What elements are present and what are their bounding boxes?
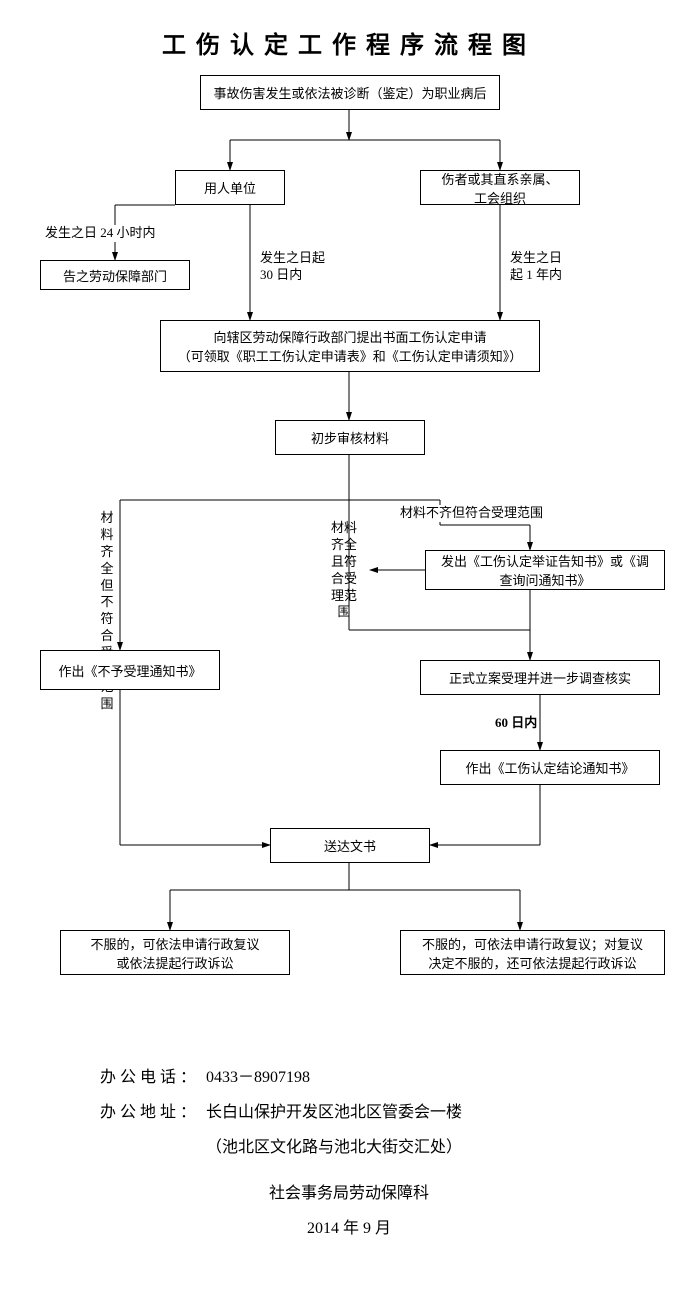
footer-org: 社会事务局劳动保障科: [0, 1176, 698, 1211]
footer-addr-label: 办公地址：: [0, 1095, 206, 1130]
footer: 办公电话： 0433－8907198 办公地址： 长白山保护开发区池北区管委会一…: [0, 1060, 698, 1246]
label-complete-ok: 材料齐全且符合受理范围: [330, 520, 358, 621]
node-evidence-notice: 发出《工伤认定举证告知书》或《调 查询问通知书》: [425, 550, 665, 590]
node-conclusion: 作出《工伤认定结论通知书》: [440, 750, 660, 785]
node-employer: 用人单位: [175, 170, 285, 205]
footer-phone-label: 办公电话：: [0, 1060, 206, 1095]
label-60d: 60 日内: [495, 715, 537, 732]
node-reject-notice: 作出《不予受理通知书》: [40, 650, 220, 690]
node-apply: 向辖区劳动保障行政部门提出书面工伤认定申请 （可领取《职工工伤认定申请表》和《工…: [160, 320, 540, 372]
node-deliver: 送达文书: [270, 828, 430, 863]
label-30d: 发生之日起 30 日内: [260, 250, 325, 284]
footer-phone: 0433－8907198: [206, 1060, 698, 1095]
footer-date: 2014 年 9 月: [0, 1211, 698, 1246]
node-notify-labor: 告之劳动保障部门: [40, 260, 190, 290]
footer-addr2: （池北区文化路与池北大街交汇处）: [206, 1130, 698, 1165]
flowchart-container: 工伤认定工作程序流程图: [0, 0, 698, 1300]
label-incomplete-ok: 材料不齐但符合受理范围: [400, 505, 543, 522]
label-24h: 发生之日 24 小时内: [45, 225, 156, 242]
footer-addr1: 长白山保护开发区池北区管委会一楼: [206, 1095, 698, 1130]
node-start: 事故伤害发生或依法被诊断（鉴定）为职业病后: [200, 75, 500, 110]
node-formal-accept: 正式立案受理并进一步调查核实: [420, 660, 660, 695]
node-review: 初步审核材料: [275, 420, 425, 455]
node-appeal-left: 不服的，可依法申请行政复议 或依法提起行政诉讼: [60, 930, 290, 975]
node-appeal-right: 不服的，可依法申请行政复议；对复议 决定不服的，还可依法提起行政诉讼: [400, 930, 665, 975]
label-1yr: 发生之日 起 1 年内: [510, 250, 562, 284]
node-victim: 伤者或其直系亲属、 工会组织: [420, 170, 580, 205]
